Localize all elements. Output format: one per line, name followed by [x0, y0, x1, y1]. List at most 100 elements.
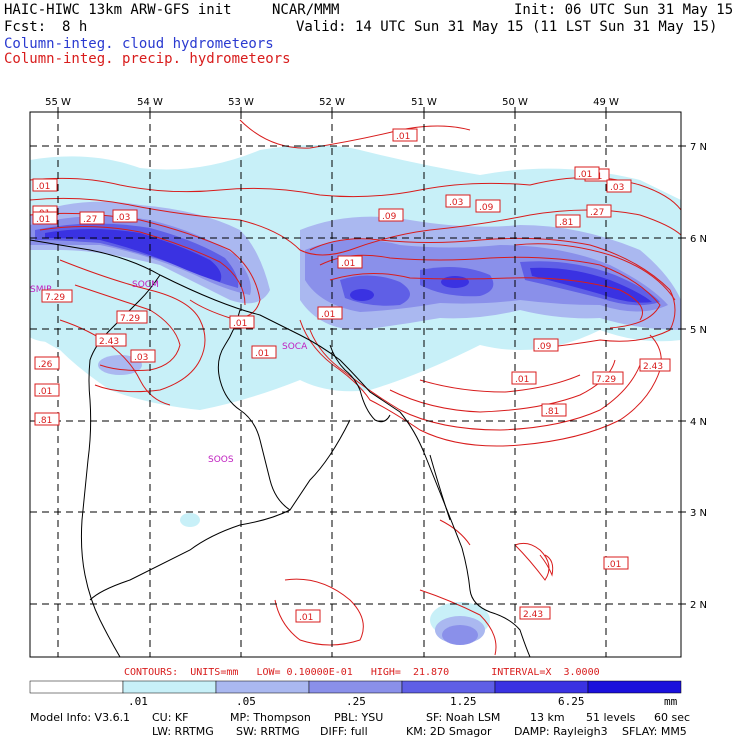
- model-info-cu: CU: KF: [152, 711, 189, 724]
- contour-label-box: [555, 214, 581, 228]
- scale-segment: [494, 680, 589, 694]
- scale-segment: [215, 680, 310, 694]
- station-label: SOCM: [132, 280, 159, 290]
- lon-label: 54 W: [137, 97, 163, 108]
- fcst-label: Fcst:: [4, 19, 47, 35]
- lat-label: 5 N: [690, 325, 707, 336]
- contour-label-box: [574, 166, 600, 180]
- contour-label: 7.29: [45, 293, 65, 303]
- contour-label-box: [445, 194, 471, 208]
- contour-label-box: [251, 345, 277, 359]
- field-cloud-label: Column-integ. cloud hydrometeors: [4, 36, 274, 52]
- station-label: SOCA: [282, 342, 308, 352]
- contour-label-box: [378, 208, 404, 222]
- contour-label-box: [511, 371, 537, 385]
- model-info-pbl: PBL: YSU: [334, 711, 384, 724]
- model-title: HAIC-HIWC 13km ARW-GFS init: [4, 2, 232, 18]
- contour-label-box: [317, 306, 343, 320]
- contour-label: .01: [321, 310, 335, 320]
- contour-label: .03: [116, 213, 130, 223]
- contour-label-box: [295, 609, 321, 623]
- lon-label: 53 W: [228, 97, 254, 108]
- contour-label: .01: [233, 319, 247, 329]
- contour-label-box: [112, 209, 138, 223]
- contour-label: .09: [382, 212, 397, 222]
- model-info-diff: DIFF: full: [320, 725, 368, 738]
- model-info-sf: SF: Noah LSM: [426, 711, 501, 724]
- model-info-sflay: SFLAY: MM5: [622, 725, 687, 738]
- contour-label: .03: [449, 198, 463, 208]
- shaded-cloud-field: [30, 145, 681, 645]
- contour-label: .01: [607, 560, 621, 570]
- model-info-km: KM: 2D Smagor: [406, 725, 492, 738]
- contour-label-box: [95, 333, 127, 347]
- contour-label-box: [79, 211, 105, 225]
- scale-label: .25: [346, 695, 366, 708]
- contour-label-box: [116, 310, 148, 324]
- contour-label: 7.29: [120, 314, 140, 324]
- precip-contours: [30, 119, 681, 656]
- org-label: NCAR/MMM: [272, 2, 340, 18]
- scale-segment: [122, 680, 217, 694]
- lon-label: 52 W: [319, 97, 345, 108]
- contour-label: .26: [38, 360, 53, 370]
- contour-label: .01: [578, 170, 592, 180]
- scale-segment: [308, 680, 403, 694]
- lat-label: 2 N: [690, 600, 707, 611]
- contour-label: .03: [610, 183, 624, 193]
- scale-label: .01: [128, 695, 148, 708]
- scale-label: 1.25: [450, 695, 477, 708]
- valid-time: Valid: 14 UTC Sun 31 May 15 (11 LST Sun …: [296, 19, 718, 35]
- contour-label: 7.29: [596, 375, 616, 385]
- graticule: [30, 112, 681, 657]
- model-info-mp: MP: Thompson: [230, 711, 311, 724]
- scale-unit: mm: [664, 695, 678, 708]
- contour-label: .81: [545, 407, 559, 417]
- contour-label-box: [130, 349, 156, 363]
- contour-label: .09: [537, 342, 552, 352]
- contour-label: .01: [38, 387, 52, 397]
- contours-info: CONTOURS: UNITS=mm LOW= 0.10000E-01 HIGH…: [124, 667, 600, 678]
- contour-label-box: [606, 179, 632, 193]
- map-frame: [29, 111, 682, 658]
- scale-segment: [401, 680, 496, 694]
- contour-label: .81: [559, 218, 573, 228]
- contour-label-box: [586, 204, 612, 218]
- contour-label: .01: [36, 182, 50, 192]
- contour-label: .01: [341, 259, 355, 269]
- contour-label-box: [475, 199, 501, 213]
- contour-label: .01: [396, 132, 410, 142]
- contour-label: .01: [36, 215, 50, 225]
- contour-label: .09: [479, 203, 494, 213]
- contour-label: .27: [590, 208, 604, 218]
- model-info-sw: SW: RRTMG: [236, 725, 300, 738]
- model-info-damp: DAMP: Rayleigh3: [514, 725, 608, 738]
- lat-label: 4 N: [690, 417, 707, 428]
- lat-label: 7 N: [690, 142, 707, 153]
- contour-label-box: [34, 356, 60, 370]
- contour-label-box: [592, 371, 624, 385]
- contour-label-box: [32, 211, 58, 225]
- field-precip-label: Column-integ. precip. hydrometeors: [4, 51, 291, 67]
- contour-label-box: [392, 128, 418, 142]
- contour-label-box: [41, 289, 73, 303]
- contour-label: .27: [83, 215, 97, 225]
- contour-label-box: [541, 403, 567, 417]
- model-info-levels: 51 levels: [586, 711, 636, 724]
- lat-label: 6 N: [690, 234, 707, 245]
- init-time: Init: 06 UTC Sun 31 May 15: [514, 2, 734, 18]
- lon-label: 49 W: [593, 97, 619, 108]
- lon-label: 55 W: [45, 97, 71, 108]
- lat-label: 3 N: [690, 508, 707, 519]
- lon-label: 50 W: [502, 97, 528, 108]
- contour-label: .81: [38, 416, 52, 426]
- contour-label: 2.43: [99, 337, 119, 347]
- contour-label: .01: [255, 349, 269, 359]
- contour-label-box: [519, 606, 551, 620]
- contour-label: 2.43: [643, 362, 663, 372]
- model-info-res: 13 km: [530, 711, 565, 724]
- model-info-version: Model Info: V3.6.1: [30, 711, 131, 724]
- model-info-lw: LW: RRTMG: [152, 725, 214, 738]
- model-info-timestep: 60 sec: [654, 711, 691, 724]
